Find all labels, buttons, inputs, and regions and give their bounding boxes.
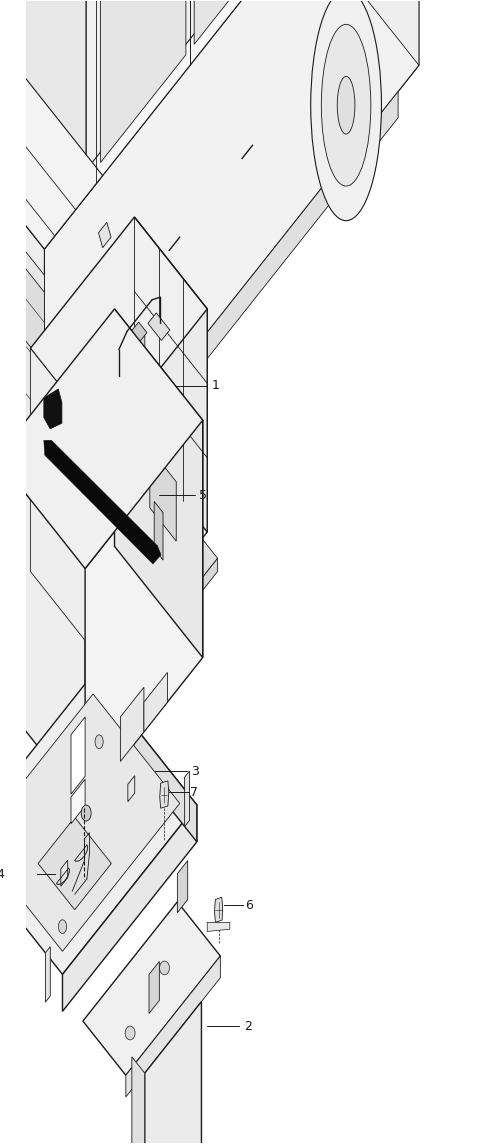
Polygon shape [107,365,128,392]
Ellipse shape [108,365,126,423]
Polygon shape [45,0,419,538]
Polygon shape [0,0,419,249]
Polygon shape [71,779,85,824]
Text: 3: 3 [192,764,199,778]
Polygon shape [0,13,45,538]
Polygon shape [81,801,141,893]
Polygon shape [103,309,207,664]
Polygon shape [98,222,111,248]
Polygon shape [120,688,144,762]
Polygon shape [154,501,163,561]
Polygon shape [0,0,86,170]
Ellipse shape [95,734,103,748]
Polygon shape [126,956,220,1097]
Polygon shape [98,355,121,383]
Polygon shape [160,781,169,808]
Polygon shape [96,379,119,407]
Polygon shape [86,0,346,170]
Polygon shape [207,922,230,931]
Ellipse shape [337,77,355,134]
Ellipse shape [82,278,153,509]
Polygon shape [0,309,203,569]
Text: 6: 6 [245,899,252,912]
Polygon shape [134,217,207,532]
Polygon shape [103,558,217,716]
Polygon shape [37,746,141,876]
Polygon shape [144,673,168,732]
Text: 5: 5 [199,488,207,501]
Polygon shape [46,947,50,1002]
Polygon shape [61,860,68,887]
Polygon shape [44,389,62,429]
Polygon shape [156,620,165,649]
Polygon shape [0,458,85,807]
Ellipse shape [125,1026,135,1040]
Text: 7: 7 [191,786,199,799]
Polygon shape [93,674,197,842]
Polygon shape [0,575,3,658]
Polygon shape [145,1001,202,1144]
Ellipse shape [159,961,169,975]
Polygon shape [62,805,197,1011]
Text: 2: 2 [244,1020,252,1033]
Polygon shape [30,217,207,440]
Polygon shape [148,313,170,341]
Polygon shape [115,309,203,658]
Polygon shape [85,420,203,807]
Polygon shape [0,694,180,952]
Polygon shape [134,329,145,374]
Polygon shape [30,348,103,664]
Polygon shape [149,961,159,1014]
Ellipse shape [93,313,142,475]
Polygon shape [125,659,133,689]
Polygon shape [185,771,190,826]
Polygon shape [215,897,223,922]
Polygon shape [7,245,45,365]
Polygon shape [150,448,176,541]
Polygon shape [20,453,217,702]
Ellipse shape [321,24,371,186]
Polygon shape [232,0,419,65]
Polygon shape [65,92,398,538]
Polygon shape [101,0,186,162]
Polygon shape [124,323,147,351]
Text: 4: 4 [0,868,4,881]
Polygon shape [132,1057,145,1144]
Ellipse shape [81,805,91,821]
Polygon shape [0,0,419,538]
Polygon shape [71,717,85,794]
Polygon shape [44,440,161,564]
Polygon shape [0,0,103,249]
Polygon shape [194,0,269,45]
Polygon shape [122,345,145,374]
Polygon shape [178,860,188,913]
Polygon shape [0,110,45,511]
Polygon shape [83,901,220,1075]
Polygon shape [128,776,135,802]
Polygon shape [38,817,111,909]
Text: 1: 1 [212,379,219,392]
Ellipse shape [59,920,67,934]
Polygon shape [108,363,119,407]
Polygon shape [188,581,196,610]
Ellipse shape [311,0,382,221]
Polygon shape [0,674,197,975]
